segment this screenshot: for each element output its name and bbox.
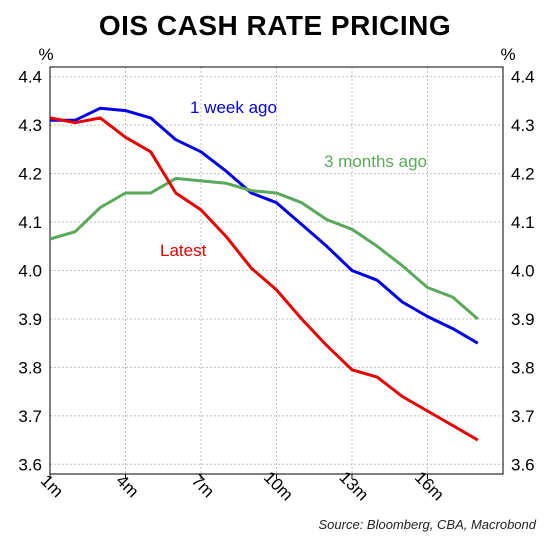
y-tick-label-right: 3.6 [511,455,535,474]
y-tick-label-right: 4.2 [511,165,535,184]
y-tick-label-left: 4.2 [18,165,42,184]
y-tick-label-left: 4.4 [18,68,42,87]
y-tick-label-left: 4.3 [18,116,42,135]
y-tick-label-left: 4.1 [18,213,42,232]
x-tick-label: 13m [335,468,372,505]
y-tick-label-left: 3.6 [18,455,42,474]
x-tick-label: 4m [112,471,142,501]
y-tick-label-right: 4.0 [511,262,535,281]
series-line-latest [49,116,479,442]
y-tick-label-left: 4.0 [18,262,42,281]
x-tick-label: 1m [37,471,67,501]
x-tick-label: 16m [411,468,448,505]
x-tick-label: 10m [260,468,297,505]
y-axis-left: 4.4 4.3 4.2 4.1 4.0 3.9 3.8 3.7 3.6 [18,68,42,475]
y-tick-label-right: 4.4 [511,68,535,87]
y-tick-label-right: 3.8 [511,358,535,377]
y-tick-label-left: 3.9 [18,310,42,329]
y-tick-label-right: 3.9 [511,310,535,329]
y-axis-right: 4.4 4.3 4.2 4.1 4.0 3.9 3.8 3.7 3.6 [511,68,535,475]
y-tick-label-left: 3.8 [18,358,42,377]
chart-title: OIS CASH RATE PRICING [98,10,452,41]
y-unit-left: % [38,45,53,64]
grid [49,67,503,474]
y-tick-label-right: 4.1 [511,213,535,232]
y-tick-label-right: 4.3 [511,116,535,135]
y-unit-right: % [500,45,515,64]
y-tick-label-right: 3.7 [511,407,535,426]
annotation-3-months-ago: 3 months ago [324,152,427,171]
series-lines [49,106,479,442]
annotation-1-week-ago: 1 week ago [190,98,277,117]
y-tick-label-left: 3.7 [18,407,42,426]
series-line-3-months-ago [49,176,479,321]
x-tick-label: 7m [188,471,218,501]
annotation-latest: Latest [160,241,207,260]
x-axis: 1m 4m 7m 10m 13m 16m [37,468,448,505]
series-line-1-week-ago [50,106,479,345]
source-note: Source: Bloomberg, CBA, Macrobond [318,517,537,532]
